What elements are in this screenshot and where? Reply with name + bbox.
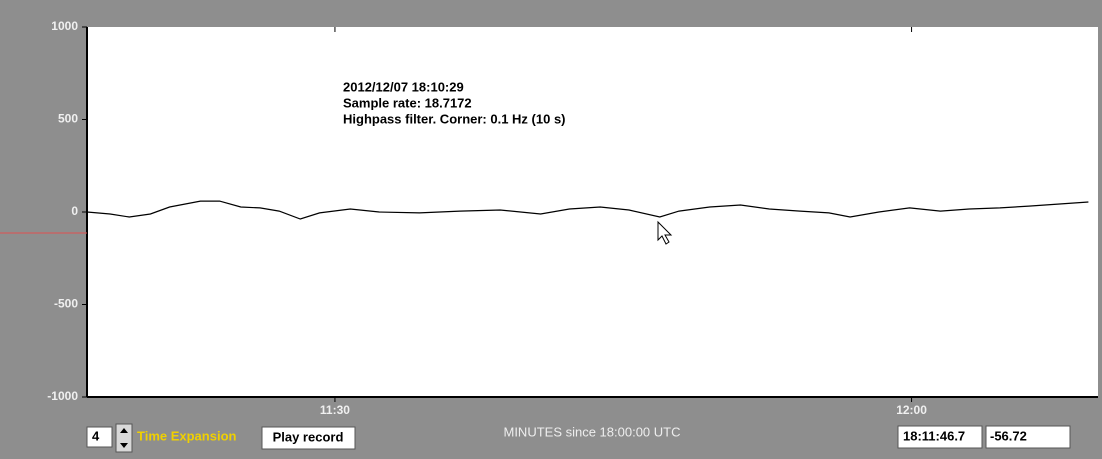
value-readout: -56.72	[990, 428, 1027, 443]
y-tick-label: 1000	[51, 19, 78, 33]
y-tick-label: -500	[54, 297, 78, 311]
expansion-input[interactable]	[86, 426, 113, 448]
x-tick-label: 11:30	[320, 403, 350, 417]
annotation: Highpass filter. Corner: 0.1 Hz (10 s)	[343, 111, 566, 126]
seismic-trace	[86, 200, 1089, 220]
spinner[interactable]: 4	[86, 423, 133, 453]
x-axis-label: MINUTES since 18:00:00 UTC	[503, 424, 680, 439]
mouse-cursor	[657, 220, 673, 245]
expansion-value: 4	[92, 428, 100, 443]
spinner-buttons[interactable]	[115, 423, 133, 453]
annotation: 2012/12/07 18:10:29	[343, 79, 464, 94]
annotation: Sample rate: 18.7172	[343, 95, 472, 110]
y-tick-label: 0	[71, 204, 78, 218]
value-readout-box	[985, 425, 1071, 449]
time-readout: 18:11:46.7	[903, 428, 965, 443]
y-tick-label: -1000	[47, 389, 78, 403]
spinner-arrows	[120, 428, 128, 448]
x-tick-label: 12:00	[896, 403, 927, 417]
time-readout-box	[897, 425, 983, 449]
expansion-label: Time Expansion	[137, 428, 237, 443]
play-button-label: Play record	[273, 429, 344, 444]
y-tick-label: 500	[58, 112, 78, 126]
play-button[interactable]	[261, 426, 356, 450]
plot-area	[87, 27, 1098, 397]
